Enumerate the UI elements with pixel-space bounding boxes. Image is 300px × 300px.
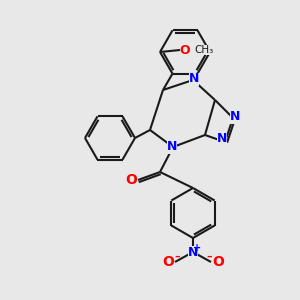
Text: N: N	[230, 110, 240, 124]
Text: –: –	[206, 252, 212, 262]
Text: +: +	[193, 243, 201, 253]
Text: O: O	[125, 173, 137, 187]
Text: N: N	[189, 73, 199, 85]
Text: O: O	[212, 255, 224, 269]
Text: N: N	[167, 140, 177, 154]
Text: O: O	[180, 44, 190, 56]
Text: N: N	[217, 132, 227, 145]
Text: N: N	[188, 245, 198, 259]
Text: O: O	[162, 255, 174, 269]
Text: CH₃: CH₃	[194, 45, 213, 55]
Text: –: –	[174, 252, 180, 262]
